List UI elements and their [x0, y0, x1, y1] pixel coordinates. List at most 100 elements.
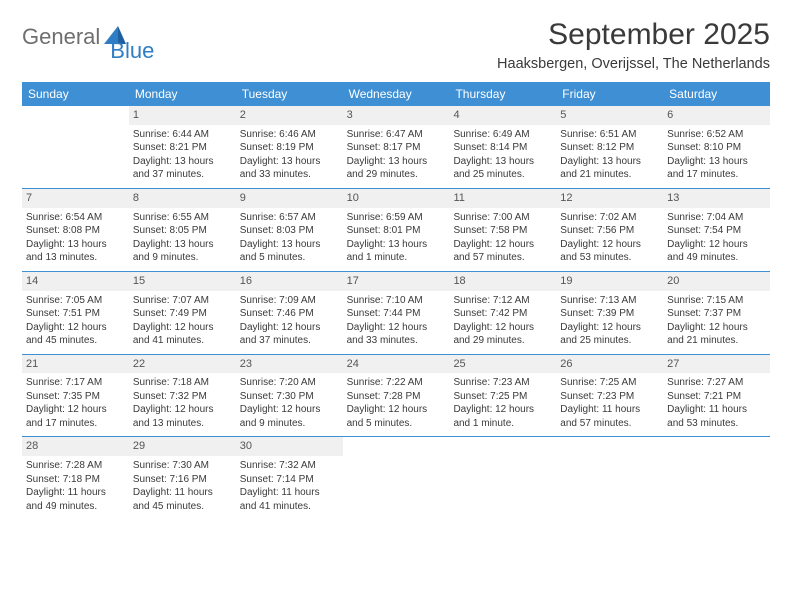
day-number: 24 [343, 355, 450, 374]
day-cell: 21Sunrise: 7:17 AMSunset: 7:35 PMDayligh… [22, 355, 129, 437]
day-number: 14 [22, 272, 129, 291]
day-dl1: Daylight: 13 hours [347, 155, 446, 169]
day-dl2: and 33 minutes. [240, 168, 339, 182]
day-sunset: Sunset: 8:01 PM [347, 224, 446, 238]
day-info: Sunrise: 6:57 AMSunset: 8:03 PMDaylight:… [240, 211, 339, 265]
day-number: 8 [129, 189, 236, 208]
day-sunset: Sunset: 8:10 PM [667, 141, 766, 155]
day-dl2: and 21 minutes. [560, 168, 659, 182]
day-number: 10 [343, 189, 450, 208]
day-dl2: and 37 minutes. [240, 334, 339, 348]
day-cell: 22Sunrise: 7:18 AMSunset: 7:32 PMDayligh… [129, 355, 236, 437]
day-sunrise: Sunrise: 7:15 AM [667, 294, 766, 308]
day-sunrise: Sunrise: 7:23 AM [453, 376, 552, 390]
day-cell: 12Sunrise: 7:02 AMSunset: 7:56 PMDayligh… [556, 189, 663, 271]
day-dl1: Daylight: 13 hours [453, 155, 552, 169]
day-dl1: Daylight: 12 hours [560, 238, 659, 252]
weekday-header: Saturday [663, 82, 770, 106]
day-dl2: and 13 minutes. [133, 417, 232, 431]
day-number: 26 [556, 355, 663, 374]
day-cell: 18Sunrise: 7:12 AMSunset: 7:42 PMDayligh… [449, 272, 556, 354]
day-cell [663, 437, 770, 519]
day-info: Sunrise: 7:23 AMSunset: 7:25 PMDaylight:… [453, 376, 552, 430]
week-row: 21Sunrise: 7:17 AMSunset: 7:35 PMDayligh… [22, 355, 770, 438]
day-dl2: and 17 minutes. [667, 168, 766, 182]
day-sunset: Sunset: 7:37 PM [667, 307, 766, 321]
day-number: 7 [22, 189, 129, 208]
day-dl2: and 21 minutes. [667, 334, 766, 348]
day-sunrise: Sunrise: 6:46 AM [240, 128, 339, 142]
day-dl1: Daylight: 12 hours [347, 403, 446, 417]
calendar-page: General Blue September 2025 Haaksbergen,… [0, 0, 792, 537]
day-cell: 4Sunrise: 6:49 AMSunset: 8:14 PMDaylight… [449, 106, 556, 188]
day-cell: 20Sunrise: 7:15 AMSunset: 7:37 PMDayligh… [663, 272, 770, 354]
day-number: 3 [343, 106, 450, 125]
day-info: Sunrise: 6:44 AMSunset: 8:21 PMDaylight:… [133, 128, 232, 182]
day-number: 28 [22, 437, 129, 456]
day-cell: 24Sunrise: 7:22 AMSunset: 7:28 PMDayligh… [343, 355, 450, 437]
day-info: Sunrise: 6:52 AMSunset: 8:10 PMDaylight:… [667, 128, 766, 182]
weeks-container: 1Sunrise: 6:44 AMSunset: 8:21 PMDaylight… [22, 106, 770, 519]
day-info: Sunrise: 6:49 AMSunset: 8:14 PMDaylight:… [453, 128, 552, 182]
day-dl2: and 53 minutes. [560, 251, 659, 265]
day-sunrise: Sunrise: 7:30 AM [133, 459, 232, 473]
day-sunset: Sunset: 7:39 PM [560, 307, 659, 321]
day-sunset: Sunset: 7:32 PM [133, 390, 232, 404]
day-dl2: and 25 minutes. [560, 334, 659, 348]
day-dl2: and 45 minutes. [133, 500, 232, 514]
day-info: Sunrise: 6:59 AMSunset: 8:01 PMDaylight:… [347, 211, 446, 265]
day-sunrise: Sunrise: 7:10 AM [347, 294, 446, 308]
day-sunrise: Sunrise: 7:27 AM [667, 376, 766, 390]
day-sunset: Sunset: 7:49 PM [133, 307, 232, 321]
day-cell: 1Sunrise: 6:44 AMSunset: 8:21 PMDaylight… [129, 106, 236, 188]
weekday-header-row: Sunday Monday Tuesday Wednesday Thursday… [22, 82, 770, 106]
day-info: Sunrise: 6:46 AMSunset: 8:19 PMDaylight:… [240, 128, 339, 182]
day-dl2: and 57 minutes. [560, 417, 659, 431]
day-info: Sunrise: 7:20 AMSunset: 7:30 PMDaylight:… [240, 376, 339, 430]
day-cell [449, 437, 556, 519]
day-dl2: and 13 minutes. [26, 251, 125, 265]
day-sunrise: Sunrise: 6:59 AM [347, 211, 446, 225]
day-dl1: Daylight: 11 hours [240, 486, 339, 500]
day-number: 9 [236, 189, 343, 208]
weekday-header: Friday [556, 82, 663, 106]
day-cell: 30Sunrise: 7:32 AMSunset: 7:14 PMDayligh… [236, 437, 343, 519]
day-number: 15 [129, 272, 236, 291]
day-dl2: and 41 minutes. [240, 500, 339, 514]
day-number: 11 [449, 189, 556, 208]
day-cell: 11Sunrise: 7:00 AMSunset: 7:58 PMDayligh… [449, 189, 556, 271]
day-number: 25 [449, 355, 556, 374]
day-sunrise: Sunrise: 6:47 AM [347, 128, 446, 142]
day-number: 27 [663, 355, 770, 374]
day-sunrise: Sunrise: 6:51 AM [560, 128, 659, 142]
day-dl2: and 1 minute. [347, 251, 446, 265]
weekday-header: Sunday [22, 82, 129, 106]
week-row: 1Sunrise: 6:44 AMSunset: 8:21 PMDaylight… [22, 106, 770, 189]
day-dl2: and 49 minutes. [667, 251, 766, 265]
day-sunrise: Sunrise: 7:25 AM [560, 376, 659, 390]
day-sunset: Sunset: 8:19 PM [240, 141, 339, 155]
day-sunset: Sunset: 7:30 PM [240, 390, 339, 404]
day-dl1: Daylight: 12 hours [133, 321, 232, 335]
day-sunset: Sunset: 8:17 PM [347, 141, 446, 155]
calendar-grid: Sunday Monday Tuesday Wednesday Thursday… [22, 82, 770, 519]
day-info: Sunrise: 7:13 AMSunset: 7:39 PMDaylight:… [560, 294, 659, 348]
day-dl2: and 45 minutes. [26, 334, 125, 348]
day-dl1: Daylight: 12 hours [240, 403, 339, 417]
day-number: 20 [663, 272, 770, 291]
day-number: 21 [22, 355, 129, 374]
day-dl1: Daylight: 13 hours [240, 155, 339, 169]
day-dl1: Daylight: 12 hours [240, 321, 339, 335]
day-sunset: Sunset: 7:58 PM [453, 224, 552, 238]
day-sunset: Sunset: 8:12 PM [560, 141, 659, 155]
weekday-header: Monday [129, 82, 236, 106]
day-number: 22 [129, 355, 236, 374]
day-cell: 2Sunrise: 6:46 AMSunset: 8:19 PMDaylight… [236, 106, 343, 188]
day-dl2: and 17 minutes. [26, 417, 125, 431]
day-info: Sunrise: 7:07 AMSunset: 7:49 PMDaylight:… [133, 294, 232, 348]
title-block: September 2025 Haaksbergen, Overijssel, … [497, 18, 770, 72]
week-row: 28Sunrise: 7:28 AMSunset: 7:18 PMDayligh… [22, 437, 770, 519]
day-dl1: Daylight: 13 hours [133, 155, 232, 169]
day-cell: 6Sunrise: 6:52 AMSunset: 8:10 PMDaylight… [663, 106, 770, 188]
day-dl1: Daylight: 13 hours [26, 238, 125, 252]
